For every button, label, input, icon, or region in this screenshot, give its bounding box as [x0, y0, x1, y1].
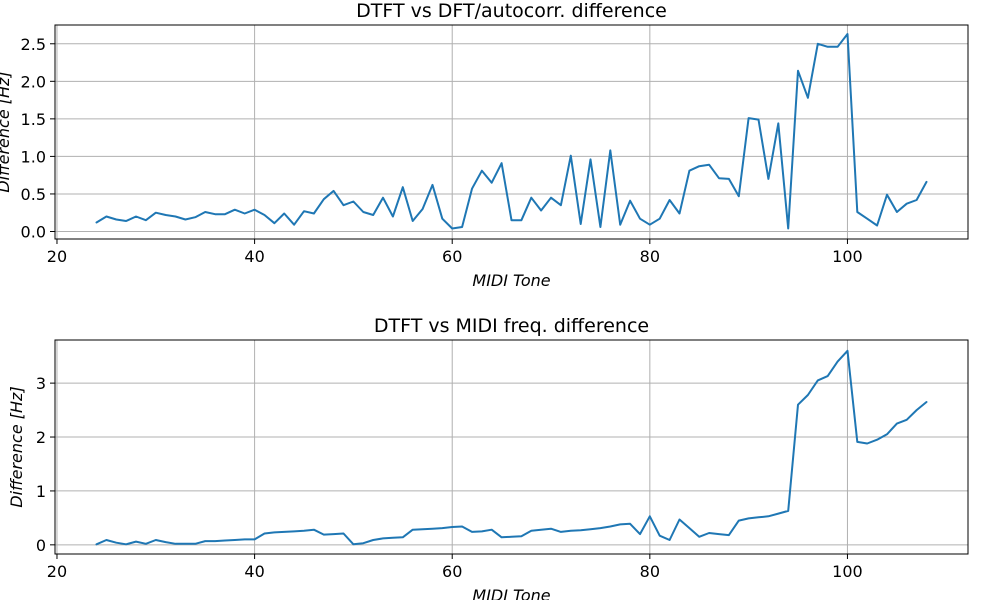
x-tick-label: 60 — [442, 562, 462, 581]
series-line — [95, 33, 928, 230]
y-tick-label: 2.5 — [21, 35, 46, 54]
x-tick-label: 40 — [244, 247, 264, 266]
chart-title: DTFT vs DFT/autocorr. difference — [356, 0, 667, 22]
x-tick-label: 100 — [832, 562, 863, 581]
x-tick-label: 80 — [640, 247, 660, 266]
x-axis-label: MIDI Tone — [472, 271, 550, 290]
chart-midi-freq-difference: DTFT vs MIDI freq. difference 20 40 60 80 10… — [7, 315, 969, 600]
y-tick-label: 1 — [36, 482, 46, 501]
y-tick-label: 0.0 — [21, 222, 46, 241]
chart-dft-autocorr-difference: DTFT vs DFT/autocorr. difference 20 40 60 8… — [0, 0, 969, 290]
x-tick-label: 80 — [640, 562, 660, 581]
chart-title: DTFT vs MIDI freq. difference — [374, 315, 649, 337]
x-axis-ticks: 20 40 60 80 100 — [47, 239, 863, 266]
series — [95, 349, 928, 546]
y-tick-label: 1.0 — [21, 147, 46, 166]
y-tick-label: 2.0 — [21, 72, 46, 91]
grid — [55, 25, 968, 239]
x-tick-label: 60 — [442, 247, 462, 266]
y-tick-label: 0.5 — [21, 185, 46, 204]
y-axis-ticks: 0 1 2 3 — [36, 374, 55, 555]
x-tick-label: 20 — [47, 562, 67, 581]
y-tick-label: 2 — [36, 428, 46, 447]
series — [95, 33, 928, 230]
y-tick-label: 0 — [36, 536, 46, 555]
y-axis-label: Difference [Hz] — [0, 71, 13, 192]
x-tick-label: 40 — [244, 562, 264, 581]
x-axis-label: MIDI Tone — [472, 586, 550, 600]
y-axis-label: Difference [Hz] — [7, 386, 26, 507]
x-axis-ticks: 20 40 60 80 100 — [47, 554, 863, 581]
plot-frame — [54, 24, 969, 240]
series-line — [95, 349, 928, 546]
y-axis-ticks: 0.0 0.5 1.0 1.5 2.0 2.5 — [21, 35, 55, 241]
y-tick-label: 3 — [36, 374, 46, 393]
x-tick-label: 100 — [832, 247, 863, 266]
plot-frame — [54, 339, 969, 555]
x-tick-label: 20 — [47, 247, 67, 266]
y-tick-label: 1.5 — [21, 110, 46, 129]
